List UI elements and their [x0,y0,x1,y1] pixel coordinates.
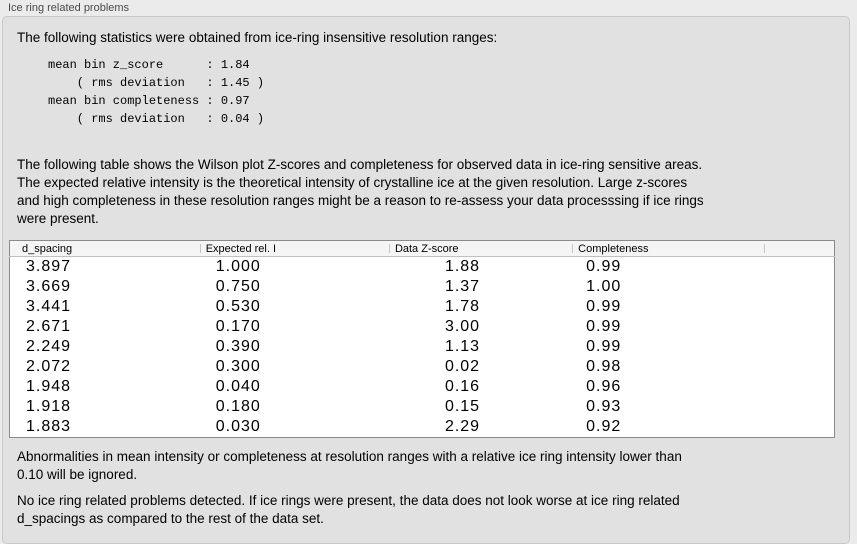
table-cell: 1.00 [586,278,622,295]
table-row[interactable]: 1.948 0.040 0.16 0.96 [10,377,835,397]
table-cell: 3.669 [26,278,72,295]
table-body: 3.897 1.000 1.88 0.99 3.669 0.750 1.37 1.00 3.44… [10,257,835,438]
table-cell: 0.99 [586,318,622,335]
table-cell: 3.441 [26,298,72,315]
table-cell: 1.13 [444,338,481,355]
table-cell-empty [764,277,834,297]
table-row[interactable]: 1.918 0.180 0.15 0.93 [10,397,835,417]
ice-ring-statistics-block: mean bin z_score : 1.84 ( rms deviation … [48,58,265,126]
table-cell: 0.16 [444,378,481,395]
table-row[interactable]: 2.249 0.390 1.13 0.99 [10,337,835,357]
table-cell: 0.99 [586,258,622,275]
table-cell: 0.92 [586,418,622,435]
table-cell: 0.750 [215,278,261,295]
table-cell: 0.170 [215,318,261,335]
table-cell: 1.948 [26,378,72,395]
conclusion-text: No ice ring related problems detected. I… [17,493,680,526]
table-cell: 0.96 [586,378,622,395]
table-cell-empty [764,317,834,337]
table-cell: 1.37 [444,278,481,295]
column-header-empty [764,240,835,257]
table-row[interactable]: 3.669 0.750 1.37 1.00 [10,277,835,297]
group-box-title: Ice ring related problems [8,2,130,14]
table-cell: 0.15 [444,398,481,415]
ice-ring-panel: The following statistics were obtained f… [2,16,850,544]
table-cell: 0.99 [586,338,622,355]
table-cell: 2.671 [26,318,72,335]
table-cell: 1.918 [26,398,72,415]
table-cell-empty [764,397,834,417]
table-cell-empty [764,337,834,357]
table-cell: 3.897 [26,258,72,275]
table-cell-empty [764,357,834,377]
table-cell: 0.02 [444,358,481,375]
column-header-d-spacing[interactable]: d_spacing [9,240,200,257]
table-cell: 0.530 [215,298,261,315]
column-header-expected-rel-i[interactable]: Expected rel. I [199,240,389,257]
table-cell: 0.300 [215,358,261,375]
table-cell: 2.249 [26,338,72,355]
table-description-text: The following table shows the Wilson plo… [17,157,704,226]
column-header-data-z-score[interactable]: Data Z-score [388,240,573,257]
column-header-completeness[interactable]: Completeness [572,240,765,257]
table-header-row: d_spacing Expected rel. I Data Z-score C… [9,240,835,257]
table-cell: 0.98 [586,358,622,375]
table-cell: 0.93 [586,398,622,415]
ignore-note-text: Abnormalities in mean intensity or compl… [17,449,682,482]
table-cell: 2.29 [444,418,481,435]
table-cell: 0.180 [215,398,261,415]
table-cell: 1.88 [444,258,481,275]
table-row[interactable]: 3.897 1.000 1.88 0.99 [10,257,835,278]
table-row[interactable]: 3.441 0.530 1.78 0.99 [10,297,835,317]
table-cell-empty [764,257,834,278]
table-row[interactable]: 1.883 0.030 2.29 0.92 [10,417,835,438]
table-row[interactable]: 2.671 0.170 3.00 0.99 [10,317,835,337]
table-cell-empty [764,377,834,397]
table-cell-empty [764,297,834,317]
intro-text: The following statistics were obtained f… [17,30,498,45]
ice-ring-table: d_spacing Expected rel. I Data Z-score C… [9,240,835,438]
table-cell: 0.040 [215,378,261,395]
table-cell: 0.030 [215,418,261,435]
table-cell-empty [764,417,834,438]
table-cell: 0.390 [215,338,261,355]
table-cell: 2.072 [26,358,72,375]
table-cell: 1.000 [215,258,261,275]
table-row[interactable]: 2.072 0.300 0.02 0.98 [10,357,835,377]
table-cell: 0.99 [586,298,622,315]
table-cell: 1.883 [26,418,72,435]
table-cell: 3.00 [444,318,481,335]
table-cell: 1.78 [444,298,481,315]
